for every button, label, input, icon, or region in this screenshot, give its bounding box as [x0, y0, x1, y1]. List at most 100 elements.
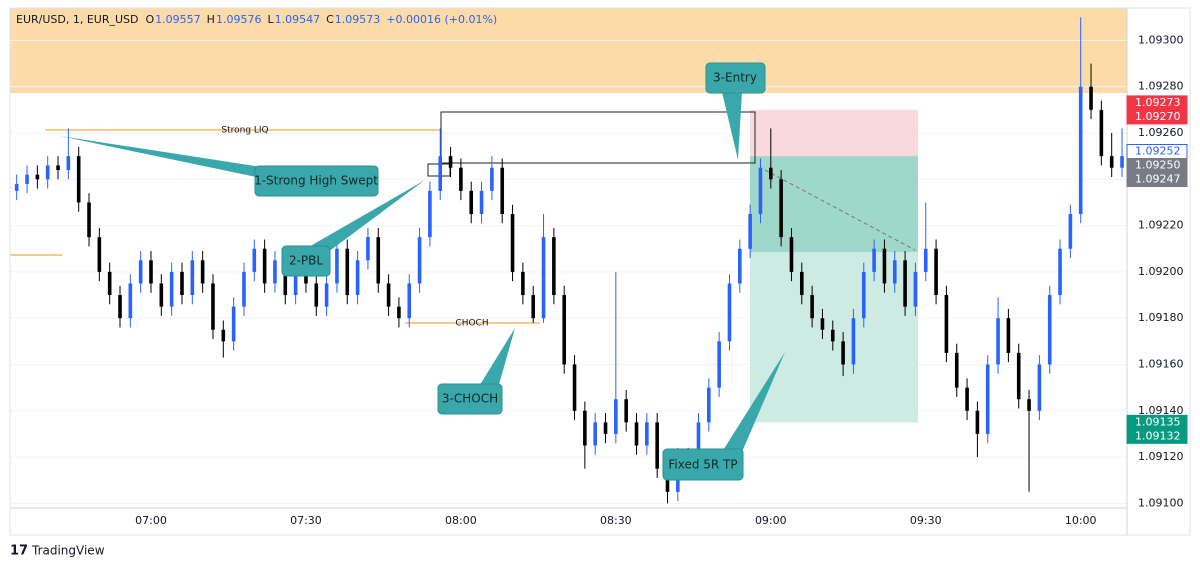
- body: [221, 329, 226, 342]
- body: [779, 179, 783, 238]
- header-text: 1.09547: [275, 13, 321, 26]
- body: [87, 202, 91, 238]
- body: [882, 248, 887, 284]
- body: [149, 260, 153, 284]
- grid: [10, 39, 1127, 504]
- body: [552, 237, 556, 296]
- body: [645, 422, 649, 446]
- body: [407, 283, 412, 319]
- x-tick-label: 10:00: [1065, 514, 1097, 527]
- body: [14, 183, 19, 191]
- callout: [254, 165, 379, 197]
- body: [345, 248, 350, 296]
- x-tick-label: 08:30: [600, 514, 632, 527]
- callout-text: 3-CHOCH: [442, 392, 498, 406]
- body: [211, 283, 215, 330]
- body: [1120, 156, 1124, 168]
- body: [355, 260, 360, 296]
- y-tick-label: 1.09260: [1138, 126, 1184, 139]
- body: [252, 248, 257, 272]
- body: [66, 156, 71, 171]
- body: [428, 190, 432, 238]
- profit-zone: [750, 156, 918, 253]
- body: [985, 364, 990, 434]
- price-label: 1.09273: [1135, 96, 1181, 109]
- pointer: [478, 328, 515, 388]
- callout-text: 2-PBL: [289, 254, 323, 268]
- body: [45, 165, 50, 180]
- body: [366, 237, 370, 261]
- body: [892, 260, 897, 284]
- x-tick-label: 07:30: [290, 514, 322, 527]
- body: [923, 248, 928, 272]
- annotations: Strong LIQ CHOCH 1-Strong High Swept 2-P…: [60, 62, 785, 481]
- y-tick-label: 1.09120: [1138, 450, 1184, 463]
- body: [35, 174, 40, 180]
- y-tick-label: 1.09160: [1138, 357, 1184, 370]
- body: [521, 271, 525, 296]
- candles: [14, 17, 1124, 504]
- price-label-bg: [1126, 172, 1188, 188]
- body: [1006, 318, 1011, 353]
- header-text: EUR/USD, 1, EUR_USD: [16, 13, 139, 26]
- body: [758, 167, 763, 215]
- body: [180, 271, 184, 296]
- header-text: L: [267, 13, 274, 26]
- price-label: 1.09252: [1135, 145, 1181, 158]
- body: [614, 399, 618, 434]
- axes: 1.09100 1.09120 1.09140 1.09160 1.09180 1.092…: [135, 33, 1188, 527]
- body: [169, 271, 174, 307]
- body: [634, 422, 639, 446]
- body: [314, 283, 319, 307]
- body: [273, 260, 277, 284]
- header-text: H: [207, 13, 215, 26]
- body: [376, 237, 381, 284]
- body: [851, 318, 856, 365]
- body: [769, 167, 773, 180]
- body: [1047, 295, 1052, 365]
- price-label: 1.09250: [1135, 159, 1181, 172]
- body: [262, 248, 267, 284]
- body: [283, 260, 288, 296]
- y-tick-label: 1.09140: [1138, 404, 1184, 417]
- body: [903, 260, 907, 307]
- header: EUR/USD, 1, EUR_USD O 1.09557 H 1.09576 L 1.09…: [16, 13, 497, 26]
- body: [707, 387, 711, 423]
- body: [438, 156, 443, 191]
- frame: [9, 7, 1191, 536]
- body: [231, 306, 236, 342]
- body: [799, 271, 804, 296]
- x-tick-label: 09:00: [755, 514, 787, 527]
- x-tick-label: 07:00: [135, 514, 167, 527]
- callout-text: 1-Strong High Swept: [254, 174, 378, 188]
- callout: [705, 62, 766, 94]
- body: [138, 260, 143, 284]
- header-text: 1.09576: [216, 13, 262, 26]
- body: [975, 410, 980, 434]
- body: [107, 271, 112, 296]
- body: [717, 341, 721, 388]
- body: [603, 422, 608, 434]
- body: [572, 364, 577, 411]
- range-box: [440, 111, 756, 164]
- body: [1037, 364, 1042, 411]
- liq-label: Strong LIQ: [221, 126, 268, 136]
- body: [190, 260, 195, 296]
- body: [118, 295, 122, 319]
- body: [469, 190, 474, 215]
- y-tick-label: 1.09200: [1138, 265, 1184, 278]
- trade-line: [764, 169, 916, 251]
- body: [448, 156, 453, 168]
- body: [386, 283, 391, 307]
- body: [996, 318, 1000, 365]
- body: [56, 165, 60, 171]
- body: [820, 318, 825, 330]
- price-label-bg: [1126, 428, 1188, 444]
- body: [490, 167, 494, 191]
- body: [159, 283, 164, 307]
- body: [76, 156, 81, 203]
- callout-text: Fixed 5R TP: [668, 458, 737, 472]
- body: [324, 283, 329, 307]
- body: [242, 271, 246, 307]
- body: [459, 167, 463, 191]
